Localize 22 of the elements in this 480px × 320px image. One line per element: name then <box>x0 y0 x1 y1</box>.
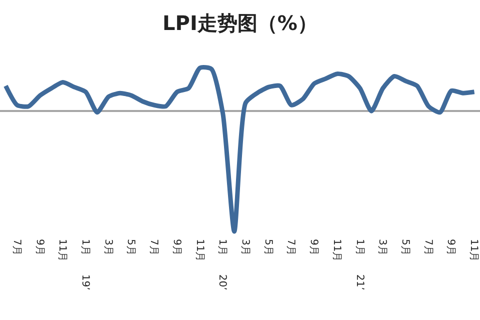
x-tick-label: 3月 <box>376 239 388 256</box>
x-tick-label: 7月 <box>10 239 22 256</box>
x-tick-label: 5月 <box>125 239 136 256</box>
x-tick-label: 7月 <box>148 239 160 256</box>
chart-title: LPI走势图（%） <box>162 11 318 35</box>
x-tick-label: 11月 <box>468 239 480 262</box>
x-tick-label: 9月 <box>445 239 456 256</box>
x-tick-label: 1月 21’ <box>354 239 365 290</box>
x-tick-label: 9月 <box>308 239 320 256</box>
x-tick-label: 9月 <box>170 239 182 256</box>
x-tick-label: 3月 <box>102 239 114 256</box>
x-tick-label: 7月 <box>422 239 434 256</box>
x-tick-label: 1月 19’ <box>79 239 90 290</box>
x-tick-label: 9月 <box>34 239 45 256</box>
x-tick-label: 11月 <box>330 239 342 262</box>
x-tick-label: 11月 <box>56 239 68 262</box>
x-tick-label: 3月 <box>239 239 250 256</box>
x-tick-label: 7月 <box>285 239 296 256</box>
x-tick-label: 5月 <box>399 239 410 256</box>
x-tick-label: 11月 <box>194 239 205 262</box>
x-tick-label: 5月 <box>262 239 274 256</box>
x-tick-label: 1月 20’ <box>216 239 228 290</box>
